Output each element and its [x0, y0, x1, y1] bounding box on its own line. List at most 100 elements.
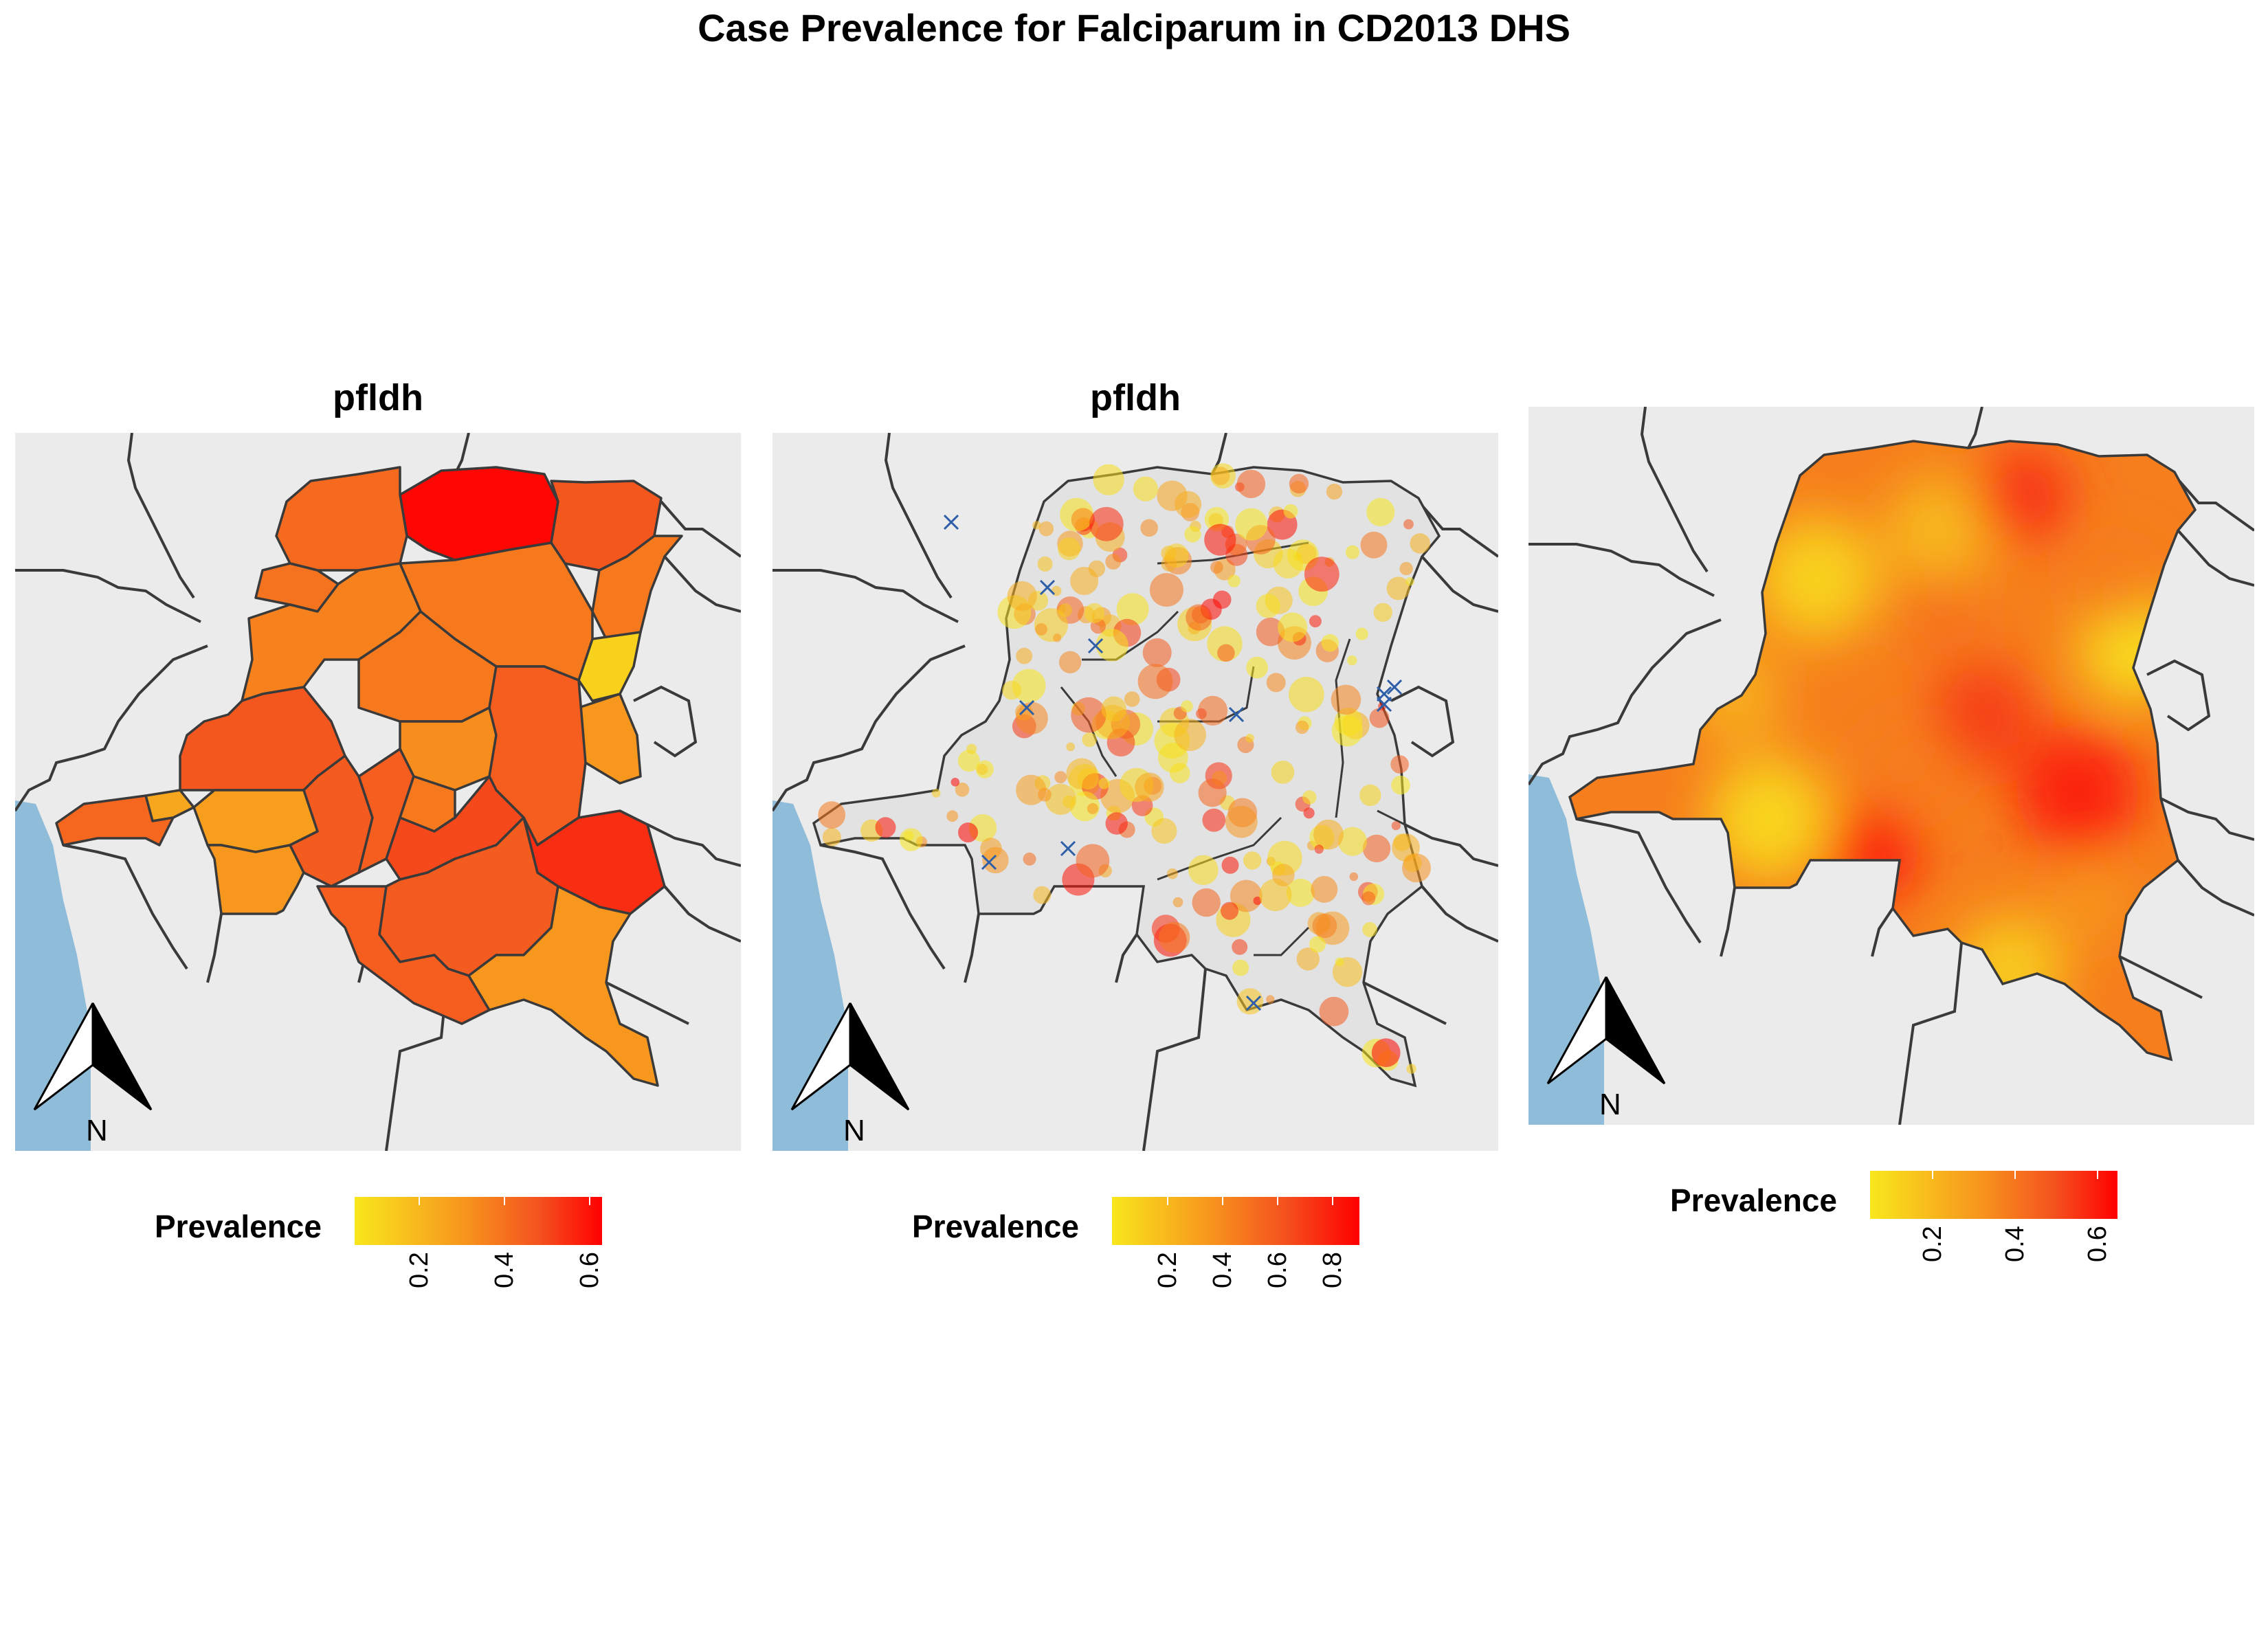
neighbour-border — [1363, 981, 1447, 1025]
cluster-point — [1188, 855, 1219, 886]
ocean-area — [15, 800, 91, 1151]
neighbour-border — [1404, 823, 1498, 867]
zero-case-marker — [943, 514, 959, 530]
cluster-point — [1266, 673, 1286, 693]
north-arrow-label: N — [843, 1114, 865, 1147]
cluster-point — [1221, 901, 1238, 920]
cluster-point — [1210, 561, 1223, 574]
cluster-point — [1161, 546, 1177, 561]
neighbour-border — [1720, 887, 1736, 957]
legend-tick-label: 0.4 — [490, 1252, 520, 1288]
north-arrow-right — [91, 1002, 153, 1111]
cluster-point — [1369, 708, 1390, 728]
cluster-point — [958, 822, 978, 843]
cluster-point — [1283, 504, 1298, 519]
cluster-point — [1232, 959, 1249, 976]
cluster-point — [1135, 772, 1164, 802]
cluster-point — [1225, 805, 1258, 838]
cluster-point — [1191, 605, 1210, 624]
cluster-point — [1105, 812, 1128, 835]
neighbour-border — [820, 844, 946, 970]
cluster-point — [1259, 878, 1292, 912]
cluster-point — [977, 763, 988, 775]
cluster-point — [1232, 939, 1248, 955]
cluster-point — [1151, 818, 1177, 844]
neighbour-border — [2146, 659, 2211, 732]
cluster-point — [1314, 844, 1324, 854]
legend-3-title: Prevalence — [1670, 1182, 1837, 1218]
region-kongo-central — [55, 794, 175, 846]
cluster-point — [875, 817, 896, 838]
cluster-point — [1133, 476, 1158, 502]
region-ituri — [591, 535, 683, 640]
cluster-point — [1373, 603, 1392, 622]
cluster-point — [1335, 957, 1344, 967]
cluster-point — [1271, 761, 1295, 784]
region-kwango — [206, 844, 305, 915]
cluster-point — [1334, 708, 1363, 736]
surface-hotspot — [1975, 448, 2071, 544]
cluster-point — [1211, 467, 1230, 486]
cluster-point — [1035, 623, 1047, 636]
cluster-point — [1289, 473, 1309, 494]
cluster-point — [1181, 700, 1193, 713]
legend-tick-mark — [1167, 1197, 1168, 1205]
cluster-point — [1116, 593, 1149, 626]
cluster-point — [950, 778, 960, 787]
neighbour-border — [772, 569, 959, 623]
surface-hotspot — [1886, 475, 1996, 585]
cluster-point — [1245, 733, 1254, 743]
cluster-point — [1077, 768, 1099, 789]
legend-1-title: Prevalence — [155, 1209, 322, 1244]
surface-hotspot — [2071, 544, 2154, 627]
cluster-point — [1236, 469, 1266, 499]
surface-hotspot — [1755, 517, 1879, 640]
north-arrow-label: N — [1599, 1088, 1621, 1121]
cluster-point — [1347, 655, 1357, 666]
cluster-point — [1311, 875, 1338, 903]
legend-1-colorbar — [355, 1197, 602, 1245]
neighbour-border — [1417, 500, 1498, 558]
surface-hotspot — [1858, 716, 1955, 812]
neighbour-border — [1421, 555, 1498, 613]
cluster-point — [1295, 720, 1309, 734]
neighbour-border — [884, 433, 953, 599]
neighbour-border — [1528, 543, 1715, 597]
legend-1: Prevalence 0.2 0.4 0.6 — [151, 1196, 646, 1305]
cluster-point — [1338, 827, 1367, 856]
cluster-point — [1142, 638, 1172, 667]
neighbour-border — [1576, 818, 1702, 944]
cluster-point — [1038, 787, 1052, 802]
cluster-point — [1159, 921, 1190, 954]
legend-tick-label: 0.8 — [1318, 1252, 1347, 1288]
cluster-point — [1312, 913, 1337, 939]
legend-tick-mark — [504, 1197, 506, 1205]
surface-hotspot — [2051, 860, 2133, 943]
neighbour-border — [2177, 529, 2254, 587]
neighbour-border — [1115, 933, 1138, 983]
cluster-point — [1235, 508, 1268, 541]
neighbour-border — [605, 981, 689, 1025]
cluster-point — [1169, 763, 1190, 783]
cluster-point — [1167, 868, 1178, 879]
neighbour-border — [1871, 907, 1894, 957]
legend-2-title: Prevalence — [912, 1209, 1079, 1244]
neighbour-border — [1528, 618, 1722, 786]
panel-1-title: pfldh — [333, 377, 423, 418]
cluster-point — [822, 827, 841, 846]
cluster-point — [1137, 664, 1173, 699]
ocean-area — [772, 800, 848, 1151]
cluster-point — [957, 750, 980, 772]
cluster-point — [1096, 629, 1129, 662]
cluster-point — [1309, 936, 1326, 953]
legend-2: Prevalence 0.2 0.4 0.6 0.8 — [909, 1196, 1403, 1305]
neighbour-border — [2173, 474, 2254, 532]
cluster-point — [1399, 561, 1413, 576]
north-arrow-right — [849, 1002, 910, 1111]
cluster-point — [1007, 581, 1037, 612]
cluster-point — [1093, 464, 1124, 495]
cluster-point — [1184, 526, 1201, 543]
point-map-svg: N — [772, 433, 1498, 1151]
surface-hotspot — [2016, 730, 2140, 853]
cluster-point — [1362, 922, 1378, 937]
